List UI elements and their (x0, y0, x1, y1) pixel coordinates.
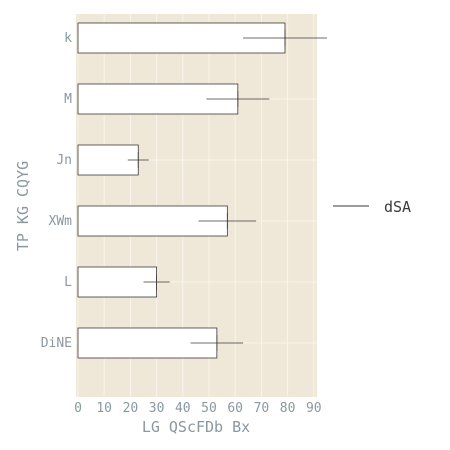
x-tick-label: 40 (175, 401, 191, 416)
y-tick-labels: k M Jn XWm L DiNE (41, 31, 72, 351)
legend: dSA (333, 198, 411, 216)
x-tick-label: 50 (201, 401, 217, 416)
x-tick-label: 70 (254, 401, 270, 416)
legend-label: dSA (384, 198, 411, 216)
y-tick-label: L (64, 275, 72, 290)
x-tick-label: 10 (96, 401, 112, 416)
y-tick-label: Jn (56, 153, 72, 168)
x-tick-labels: 0 10 20 30 40 50 60 70 80 90 (74, 401, 322, 416)
x-tick-label: 80 (280, 401, 296, 416)
x-tick-label: 90 (306, 401, 322, 416)
y-tick-label: k (64, 31, 72, 46)
x-tick-label: 20 (123, 401, 139, 416)
y-tick-label: XWm (49, 214, 73, 229)
x-tick-label: 30 (149, 401, 165, 416)
y-tick-label: M (64, 92, 72, 107)
y-axis-label: TP KG CQYG (14, 161, 32, 251)
x-tick-label: 60 (227, 401, 243, 416)
x-tick-label: 0 (74, 401, 82, 416)
y-tick-label: DiNE (41, 336, 72, 351)
error-bars (127, 30, 327, 351)
x-axis-label: LG QScFDb Bx (142, 418, 250, 436)
